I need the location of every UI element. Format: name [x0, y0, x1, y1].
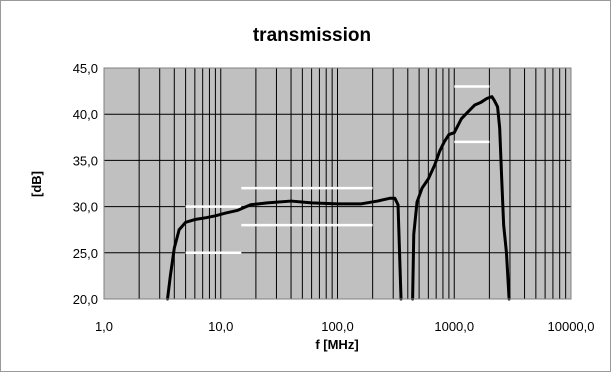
y-tick-label: 25,0	[73, 246, 98, 261]
series-line-segment	[411, 95, 511, 301]
series-lines	[166, 95, 511, 301]
y-tick-label: 45,0	[73, 61, 98, 76]
series-line-segment	[166, 196, 403, 301]
y-tick-labels: 20,0 25,0 30,0 35,0 40,0 45,0	[73, 61, 98, 307]
limit-lines	[185, 85, 490, 255]
plot-border	[103, 67, 572, 300]
y-axis-label: [dB]	[29, 171, 44, 197]
chart-title: transmission	[253, 25, 371, 46]
x-tick-label: 1,0	[95, 319, 113, 334]
x-tick-label: 100,0	[321, 319, 354, 334]
x-tick-label: 10,0	[208, 319, 233, 334]
x-tick-labels: 1,0 10,0 100,0 1000,0 10000,0	[95, 319, 595, 334]
x-axis-label: f [MHz]	[315, 337, 358, 352]
y-tick-label: 40,0	[73, 107, 98, 122]
x-tick-label: 1000,0	[434, 319, 474, 334]
y-tick-label: 35,0	[73, 153, 98, 168]
x-tick-label: 10000,0	[548, 319, 595, 334]
y-tick-label: 20,0	[73, 292, 98, 307]
y-tick-label: 30,0	[73, 200, 98, 215]
